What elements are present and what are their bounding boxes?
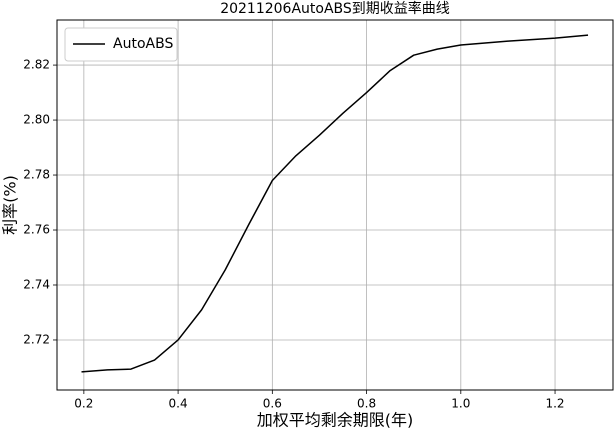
x-tick-label: 0.2 xyxy=(74,397,93,411)
x-tick-label: 0.8 xyxy=(357,397,376,411)
y-tick-label: 2.74 xyxy=(23,277,50,291)
x-tick-label: 0.4 xyxy=(169,397,188,411)
x-tick-label: 1.0 xyxy=(451,397,470,411)
x-tick-label: 0.6 xyxy=(263,397,282,411)
y-tick-label: 2.72 xyxy=(23,332,50,346)
chart-title: 20211206AutoABS到期收益率曲线 xyxy=(220,0,450,17)
x-axis-label: 加权平均剩余期限(年) xyxy=(257,411,414,430)
legend-box xyxy=(64,27,178,62)
y-tick-label: 2.80 xyxy=(23,113,50,127)
y-axis-label: 利率(%) xyxy=(1,175,20,235)
y-tick-label: 2.76 xyxy=(23,223,50,237)
line-series xyxy=(81,34,589,373)
x-tick-label: 1.2 xyxy=(545,397,564,411)
legend-label: AutoABS xyxy=(113,36,173,52)
y-tick-label: 2.82 xyxy=(23,58,50,72)
plot-frame xyxy=(56,19,614,391)
y-tick-label: 2.78 xyxy=(23,168,50,182)
